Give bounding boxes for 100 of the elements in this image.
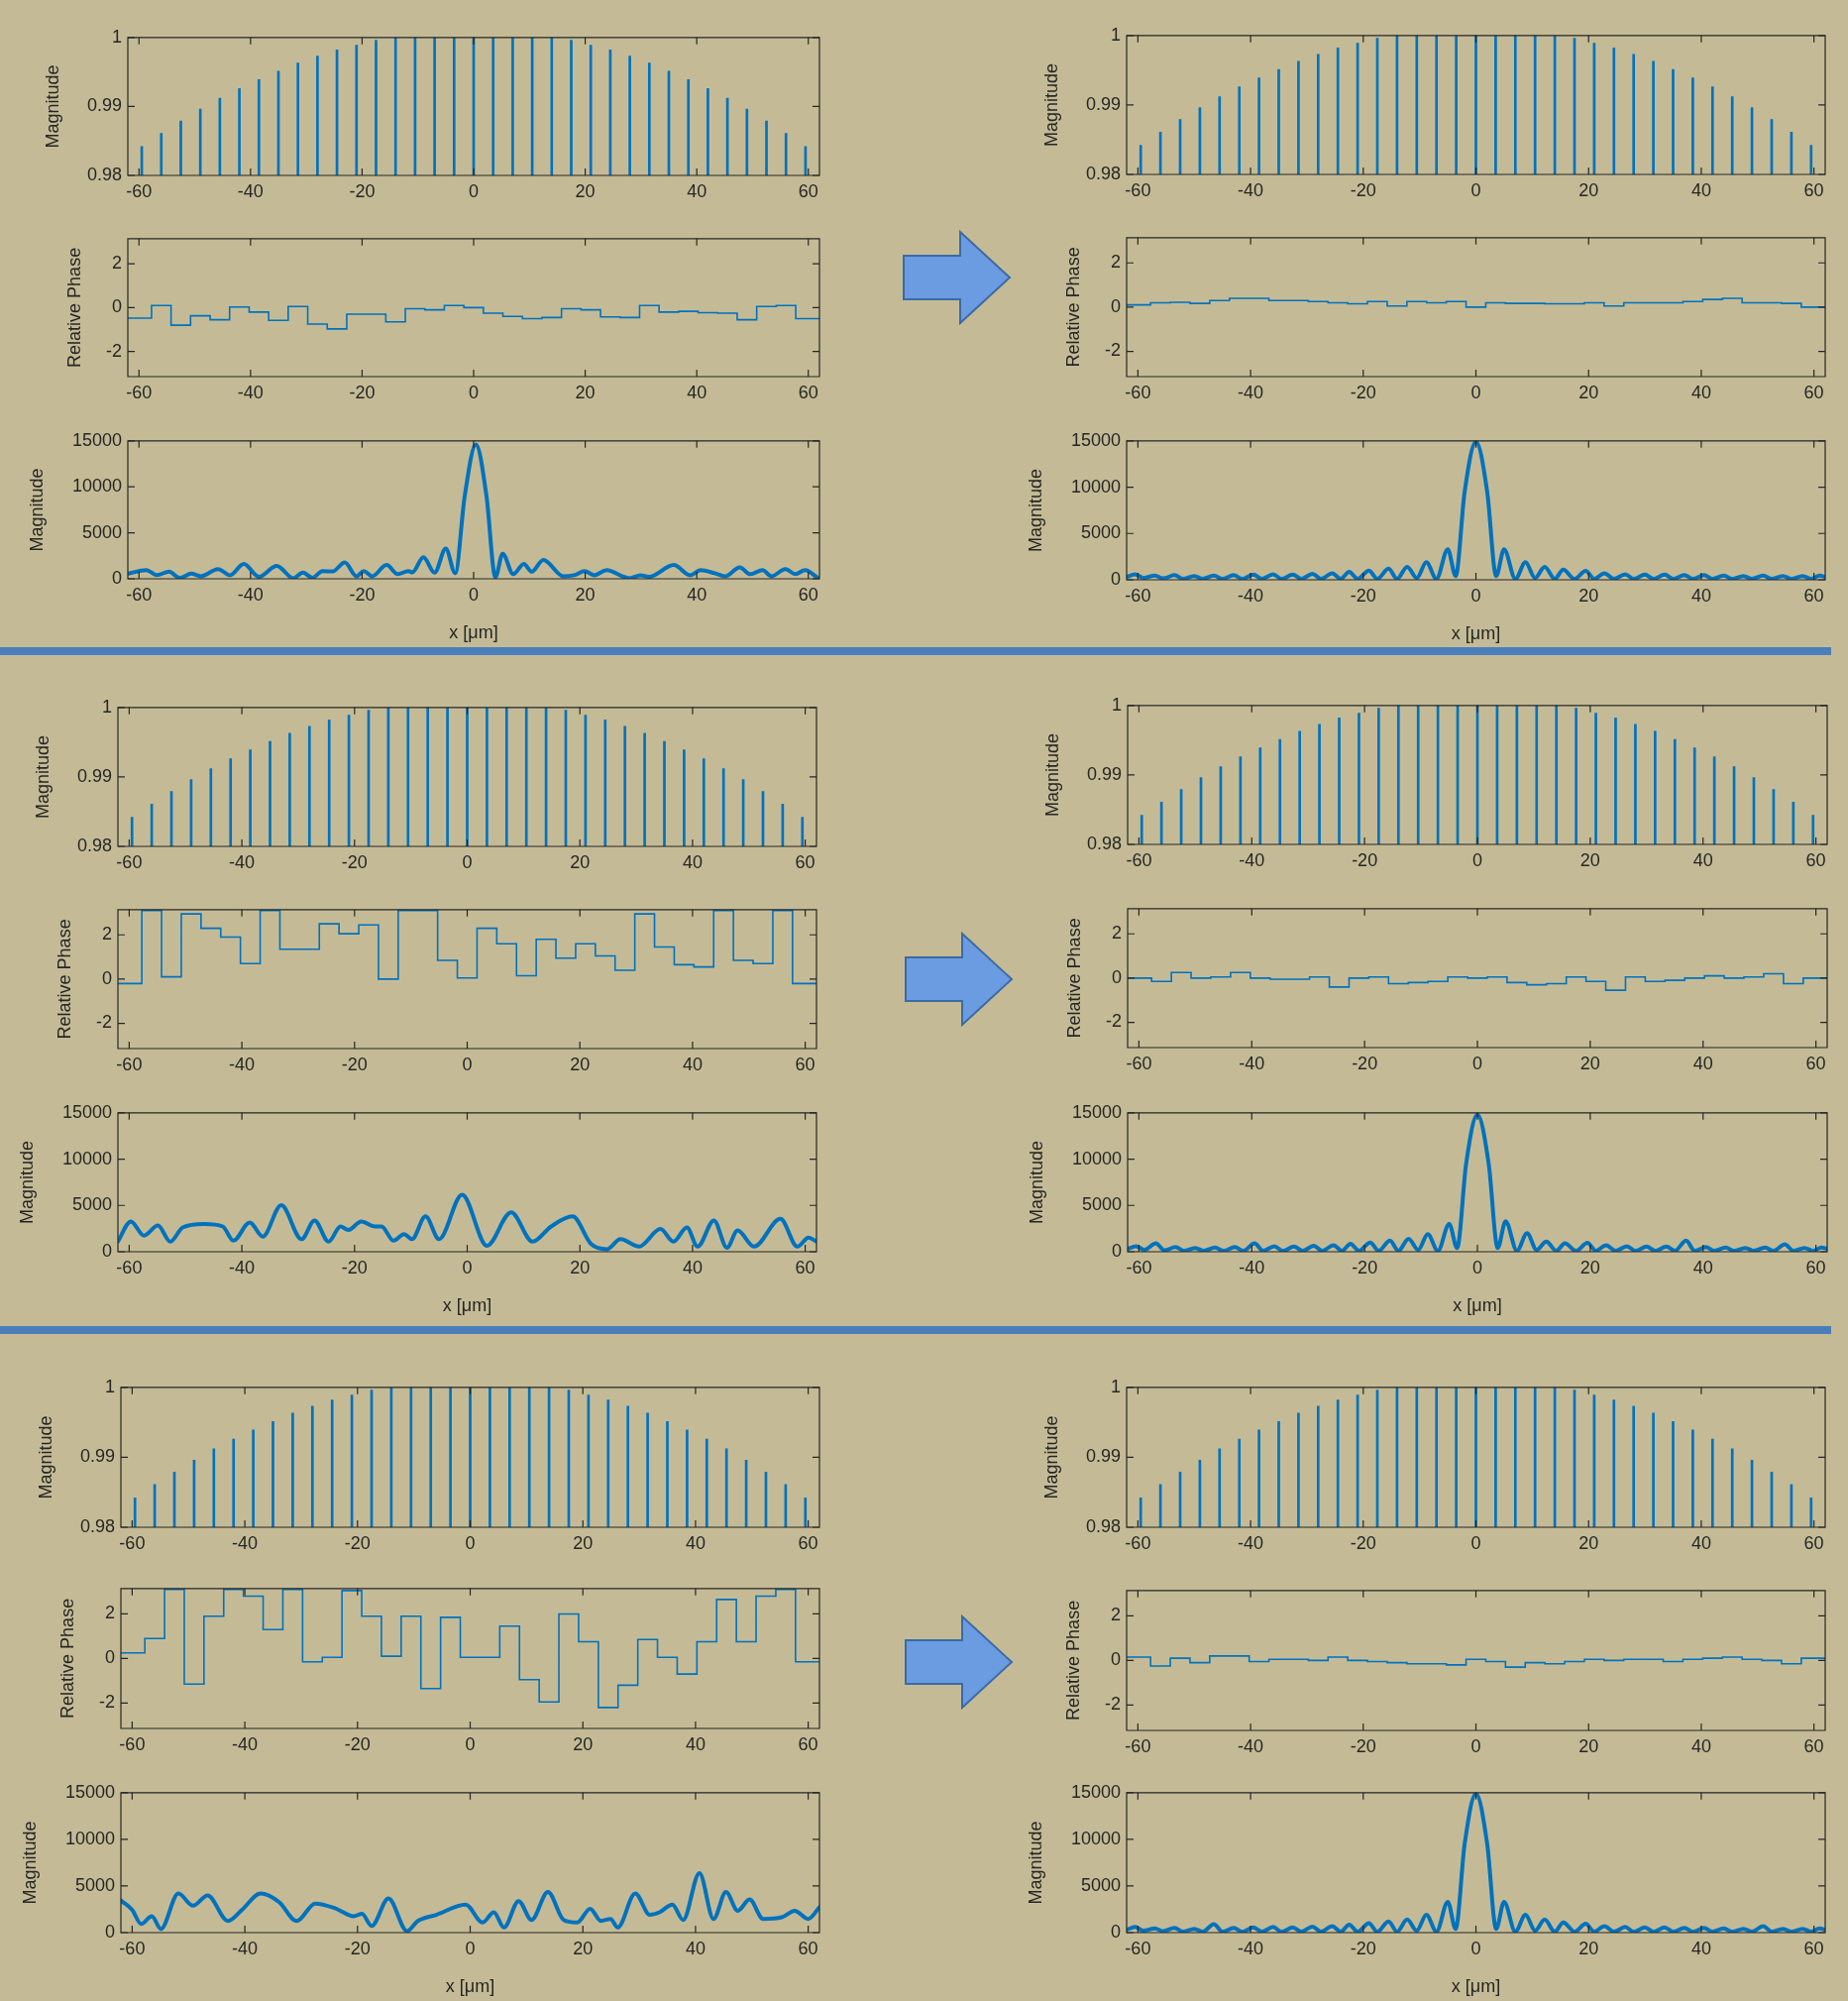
x-tick-label: 20 — [1579, 1053, 1600, 1073]
x-tick-label: -20 — [1350, 1735, 1376, 1756]
x-tick-label: -60 — [1126, 1053, 1152, 1073]
x-tick-label: -20 — [344, 1532, 371, 1553]
y-tick-label: 5000 — [1080, 522, 1121, 543]
y-tick-label: 1 — [101, 696, 112, 717]
line-series — [121, 1870, 819, 1933]
y-tick-label: 10000 — [61, 1148, 112, 1168]
y-tick-label: 0 — [101, 967, 112, 988]
y-axis-title: Magnitude — [19, 1821, 40, 1905]
y-tick-label: 15000 — [64, 1781, 115, 1802]
x-tick-label: 60 — [798, 584, 818, 605]
x-tick-label: -60 — [1126, 849, 1152, 870]
x-tick-label: 40 — [682, 1257, 703, 1278]
y-tick-label: 0.99 — [1085, 1446, 1121, 1467]
x-tick-label: 0 — [465, 1938, 476, 1958]
x-tick-label: 40 — [1692, 1053, 1713, 1073]
y-tick-label: -2 — [98, 1692, 115, 1713]
x-tick-label: 60 — [1803, 1735, 1824, 1756]
x-tick-label: 0 — [1471, 849, 1483, 870]
x-tick-label: 20 — [1579, 1257, 1600, 1278]
y-tick-label: 0 — [1110, 295, 1121, 316]
x-tick-label: 0 — [465, 1733, 476, 1754]
x-tick-label: 60 — [795, 851, 815, 872]
x-tick-label: 60 — [1805, 849, 1826, 870]
y-tick-label: -2 — [1105, 1011, 1122, 1032]
y-tick-label: 10000 — [64, 1828, 115, 1848]
x-tick-label: 0 — [468, 584, 480, 605]
x-tick-label: 20 — [1578, 1938, 1599, 1958]
y-tick-label: 0.99 — [79, 1446, 115, 1467]
x-tick-label: -60 — [1125, 382, 1151, 402]
x-tick-label: 60 — [1803, 382, 1824, 402]
x-tick-label: -40 — [1238, 585, 1264, 606]
y-tick-label: -2 — [1104, 340, 1121, 361]
x-tick-label: -40 — [237, 382, 264, 402]
x-tick-label: -20 — [344, 1733, 371, 1754]
x-tick-label: -20 — [1350, 1938, 1376, 1958]
x-tick-label: 0 — [468, 180, 480, 201]
y-tick-label: 0 — [111, 567, 122, 588]
x-tick-label: 20 — [1578, 1735, 1599, 1756]
y-tick-label: 1 — [111, 26, 122, 47]
x-tick-label: -60 — [1125, 1735, 1151, 1756]
x-tick-label: 0 — [1470, 1735, 1481, 1756]
y-tick-label: 15000 — [1071, 1101, 1122, 1122]
x-tick-label: 40 — [682, 851, 703, 872]
x-tick-label: 60 — [798, 382, 818, 402]
x-tick-label: 40 — [685, 1733, 706, 1754]
y-tick-label: 15000 — [61, 1101, 112, 1122]
x-tick-label: 40 — [687, 180, 707, 201]
y-tick-label: 2 — [101, 924, 112, 945]
x-tick-label: -40 — [1238, 382, 1264, 402]
x-tick-label: 60 — [1803, 1938, 1824, 1958]
y-tick-label: 0.99 — [76, 765, 112, 786]
y-tick-label: 5000 — [81, 521, 122, 542]
x-tick-label: -40 — [1238, 1938, 1264, 1958]
y-tick-label: 0 — [1110, 568, 1121, 589]
y-tick-label: 15000 — [1070, 429, 1121, 450]
x-tick-label: -40 — [237, 584, 264, 605]
x-tick-label: 40 — [1692, 1257, 1713, 1278]
x-tick-label: 40 — [685, 1938, 706, 1958]
x-tick-label: 40 — [685, 1532, 706, 1553]
y-tick-label: 2 — [111, 253, 122, 274]
y-tick-label: 1 — [1110, 24, 1121, 45]
x-tick-label: 0 — [1470, 179, 1481, 200]
x-axis-title: x [μm] — [1451, 1976, 1501, 1997]
y-tick-label: 0.98 — [1086, 833, 1122, 853]
x-tick-label: 0 — [465, 1532, 476, 1553]
x-tick-label: -60 — [1125, 179, 1151, 200]
x-tick-label: -60 — [119, 1532, 146, 1553]
x-tick-label: -20 — [349, 584, 376, 605]
x-tick-label: 60 — [1805, 1053, 1826, 1073]
x-tick-label: 40 — [1690, 585, 1711, 606]
x-tick-label: -60 — [1125, 1532, 1151, 1553]
y-tick-label: 2 — [1110, 252, 1121, 273]
x-tick-label: 60 — [798, 1938, 818, 1958]
x-tick-label: 40 — [1690, 1532, 1711, 1553]
y-tick-label: 1 — [104, 1376, 115, 1396]
y-tick-label: 5000 — [1081, 1194, 1122, 1215]
x-tick-label: 60 — [798, 1532, 818, 1553]
x-tick-label: 20 — [570, 1054, 591, 1074]
x-tick-label: -40 — [229, 1054, 256, 1074]
x-tick-label: -60 — [119, 1938, 146, 1958]
x-tick-label: -40 — [237, 180, 264, 201]
y-axis-title: Magnitude — [1040, 62, 1061, 147]
y-axis-title: Relative Phase — [1062, 247, 1083, 368]
y-axis-title: Magnitude — [1026, 1140, 1046, 1224]
y-axis-title: Magnitude — [1025, 468, 1045, 552]
y-tick-label: 10000 — [1070, 476, 1121, 497]
x-tick-label: -20 — [349, 382, 376, 402]
line-series — [118, 1192, 816, 1252]
x-tick-label: 0 — [462, 851, 473, 872]
x-tick-label: -20 — [1350, 585, 1376, 606]
y-axis-title: Relative Phase — [56, 1598, 77, 1719]
x-tick-label: 20 — [575, 180, 596, 201]
x-tick-label: -60 — [116, 851, 143, 872]
x-tick-label: -60 — [126, 584, 153, 605]
x-tick-label: -20 — [341, 1257, 368, 1278]
x-axis-title: x [μm] — [442, 1295, 492, 1316]
x-tick-label: -40 — [1239, 1053, 1265, 1073]
x-tick-label: -60 — [126, 180, 153, 201]
